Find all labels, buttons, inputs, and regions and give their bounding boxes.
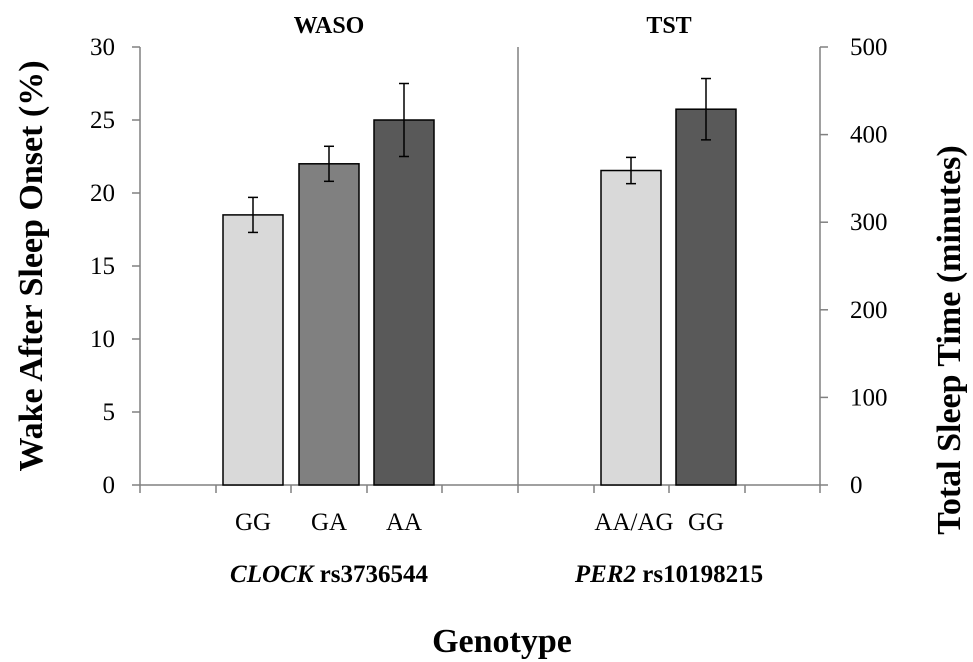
left-axis-ticks: 0 5 10 15 20 25 30 <box>90 34 140 499</box>
left-tick-label: 25 <box>90 107 115 134</box>
left-tick-label: 10 <box>90 326 115 353</box>
error-bar-waso-gg <box>248 196 258 234</box>
error-bars <box>248 77 711 234</box>
left-tick-label: 30 <box>90 34 115 61</box>
right-tick-label: 400 <box>850 122 888 149</box>
bar-tst-gg <box>675 108 737 486</box>
left-tick-label: 15 <box>90 253 115 280</box>
category-labels: GG GA AA AA/AG GG <box>235 509 724 536</box>
error-bar-tst-aa-ag <box>626 156 636 185</box>
gene-name-clock: CLOCK <box>230 561 316 588</box>
right-tick-label: 200 <box>850 297 888 324</box>
right-tick-label: 500 <box>850 34 888 61</box>
gene-label-per2: PER2 rs10198215 <box>574 561 763 588</box>
bar-waso-aa <box>373 119 435 486</box>
category-label: GG <box>235 509 271 536</box>
right-tick-label: 100 <box>850 384 888 411</box>
snp-id-clock: rs3736544 <box>320 561 429 588</box>
bars <box>222 108 737 486</box>
left-tick-label: 5 <box>103 399 116 426</box>
panel-title-tst: TST <box>646 13 691 39</box>
bar-waso-gg <box>222 214 284 486</box>
x-axis-ticks <box>139 485 821 493</box>
right-tick-label: 300 <box>850 209 888 236</box>
gene-name-per2: PER2 <box>574 561 636 588</box>
right-axis-title: Total Sleep Time (minutes) <box>931 145 968 534</box>
panel-title-waso: WASO <box>294 13 365 39</box>
left-tick-label: 20 <box>90 180 115 207</box>
gene-label-clock: CLOCK rs3736544 <box>230 561 428 588</box>
category-label: AA <box>386 509 422 536</box>
snp-id-per2: rs10198215 <box>642 561 763 588</box>
bar-waso-ga <box>298 163 360 486</box>
category-label: AA/AG <box>594 509 673 536</box>
error-bar-tst-gg <box>701 77 711 141</box>
left-tick-label: 0 <box>103 472 116 499</box>
left-axis-title: Wake After Sleep Onset (%) <box>13 60 50 471</box>
error-bar-waso-aa <box>399 82 409 158</box>
right-tick-label: 0 <box>850 472 863 499</box>
error-bar-waso-ga <box>324 145 334 183</box>
x-axis-title: Genotype <box>432 623 572 660</box>
right-axis-ticks: 0 100 200 300 400 500 <box>820 34 888 499</box>
category-label: GA <box>311 509 347 536</box>
bar-tst-aa-ag <box>600 169 662 486</box>
category-label: GG <box>688 509 724 536</box>
